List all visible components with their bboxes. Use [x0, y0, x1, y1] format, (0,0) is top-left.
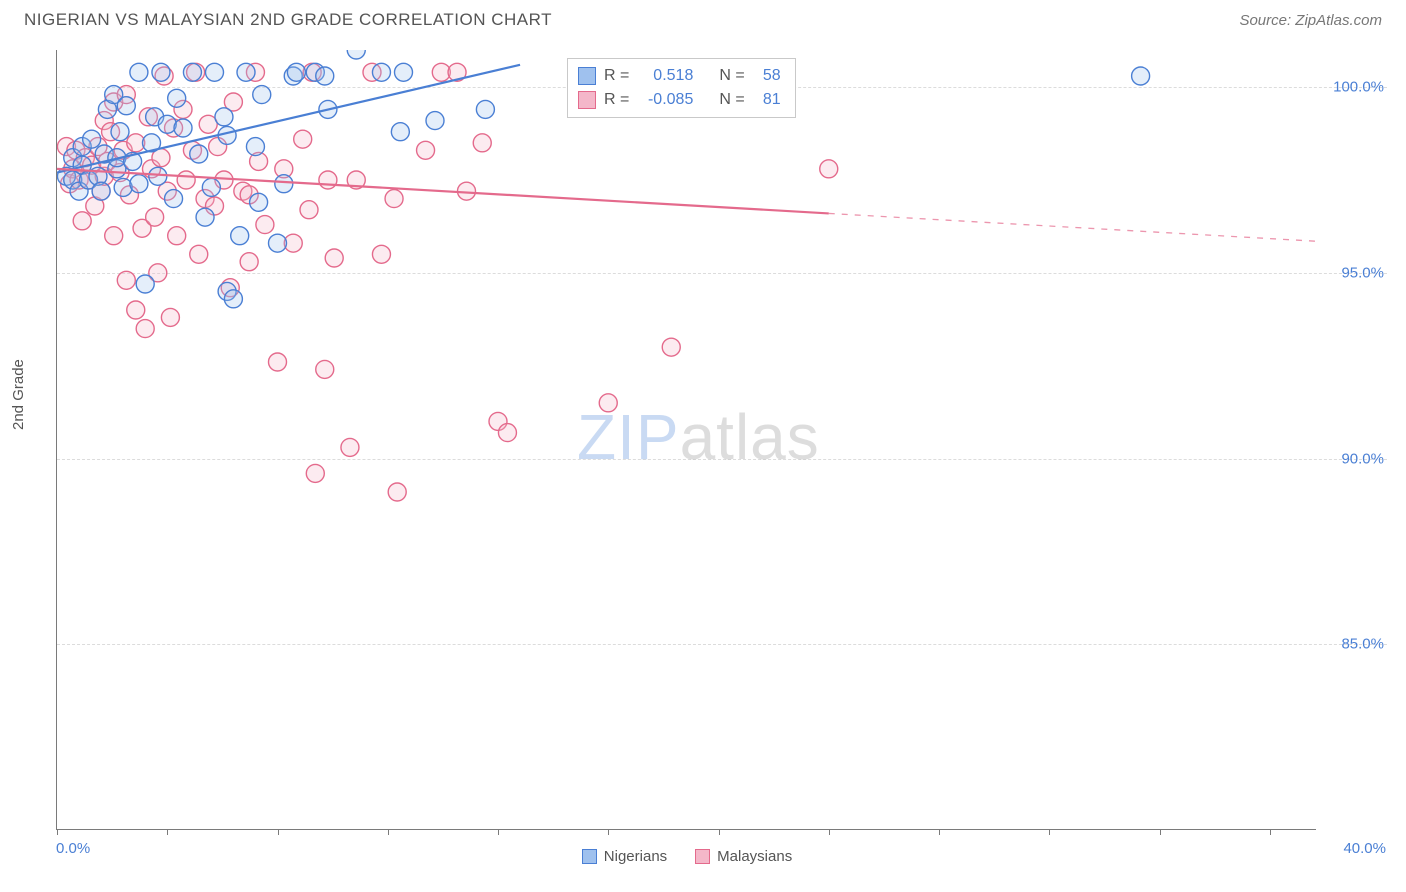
- x-tick: [719, 829, 720, 835]
- x-tick: [57, 829, 58, 835]
- y-tick-label: 90.0%: [1341, 450, 1384, 467]
- legend-item-0: Nigerians: [582, 848, 667, 865]
- x-tick: [1049, 829, 1050, 835]
- swatch-icon: [578, 67, 596, 85]
- stat-n-value: 58: [753, 67, 781, 85]
- stat-r-label: R =: [604, 67, 629, 85]
- stats-box: R = 0.518 N = 58 R = -0.085 N = 81: [567, 58, 796, 118]
- chart-header: NIGERIAN VS MALAYSIAN 2ND GRADE CORRELAT…: [0, 0, 1406, 34]
- x-tick: [388, 829, 389, 835]
- chart-title: NIGERIAN VS MALAYSIAN 2ND GRADE CORRELAT…: [24, 10, 552, 30]
- x-tick: [829, 829, 830, 835]
- x-tick: [498, 829, 499, 835]
- y-axis-label: 2nd Grade: [10, 359, 27, 430]
- stats-row-1: R = -0.085 N = 81: [578, 88, 781, 112]
- bottom-legend: Nigerians Malaysians: [57, 848, 1317, 865]
- scatter-svg: [57, 50, 1317, 830]
- x-axis-left-label: 0.0%: [56, 840, 90, 857]
- x-axis-right-label: 40.0%: [1343, 840, 1386, 857]
- x-tick: [278, 829, 279, 835]
- chart-area: ZIPatlas R = 0.518 N = 58 R = -0.085 N =…: [56, 50, 1386, 830]
- stat-r-value: 0.518: [637, 67, 693, 85]
- stats-row-0: R = 0.518 N = 58: [578, 64, 781, 88]
- chart-source: Source: ZipAtlas.com: [1239, 12, 1382, 29]
- stat-r-label: R =: [604, 91, 629, 109]
- y-tick-label: 100.0%: [1333, 79, 1384, 96]
- y-tick-label: 95.0%: [1341, 264, 1384, 281]
- x-tick: [608, 829, 609, 835]
- legend-label: Malaysians: [717, 848, 792, 865]
- y-tick-label: 85.0%: [1341, 636, 1384, 653]
- x-tick: [1160, 829, 1161, 835]
- stat-n-label: N =: [719, 91, 744, 109]
- x-tick: [1270, 829, 1271, 835]
- legend-label: Nigerians: [604, 848, 667, 865]
- swatch-icon: [578, 91, 596, 109]
- plot-region: ZIPatlas R = 0.518 N = 58 R = -0.085 N =…: [56, 50, 1316, 830]
- swatch-icon: [695, 849, 710, 864]
- legend-item-1: Malaysians: [695, 848, 792, 865]
- stat-n-label: N =: [719, 67, 744, 85]
- x-tick: [939, 829, 940, 835]
- swatch-icon: [582, 849, 597, 864]
- stat-n-value: 81: [753, 91, 781, 109]
- x-tick: [167, 829, 168, 835]
- stat-r-value: -0.085: [637, 91, 693, 109]
